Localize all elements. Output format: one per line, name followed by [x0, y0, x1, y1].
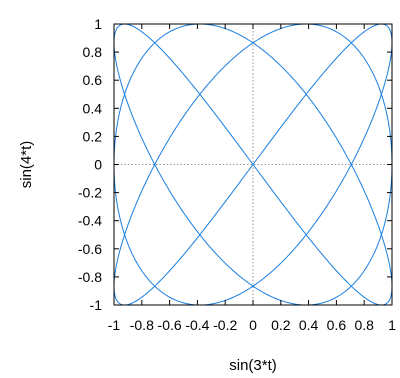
x-tick-label: 0.2 [271, 317, 291, 333]
x-tick-label: 0 [249, 317, 257, 333]
x-tick-label: -0.4 [185, 317, 209, 333]
y-tick-label: -0.4 [78, 213, 102, 229]
x-tick-label: 0.4 [299, 317, 319, 333]
y-tick-label: 0.2 [83, 128, 103, 144]
y-tick-label: -0.8 [78, 269, 102, 285]
x-tick-label: -0.2 [213, 317, 237, 333]
y-tick-label: 0.4 [83, 100, 103, 116]
y-tick-label: 0 [94, 157, 102, 173]
x-tick-label: 0.6 [327, 317, 347, 333]
y-axis-label: sin(4*t) [18, 141, 35, 189]
x-tick-label: -1 [108, 317, 121, 333]
y-tick-label: 1 [94, 16, 102, 32]
x-axis-label: sin(3*t) [229, 357, 277, 374]
y-tick-label: -0.2 [78, 185, 102, 201]
y-tick-label: 0.6 [83, 72, 103, 88]
y-tick-label: 0.8 [83, 44, 103, 60]
y-tick-label: -0.6 [78, 241, 102, 257]
x-tick-label: -0.8 [130, 317, 154, 333]
x-tick-label: 0.8 [354, 317, 374, 333]
y-tick-label: -1 [90, 297, 103, 313]
x-tick-label: -0.6 [158, 317, 182, 333]
x-tick-label: 1 [388, 317, 396, 333]
